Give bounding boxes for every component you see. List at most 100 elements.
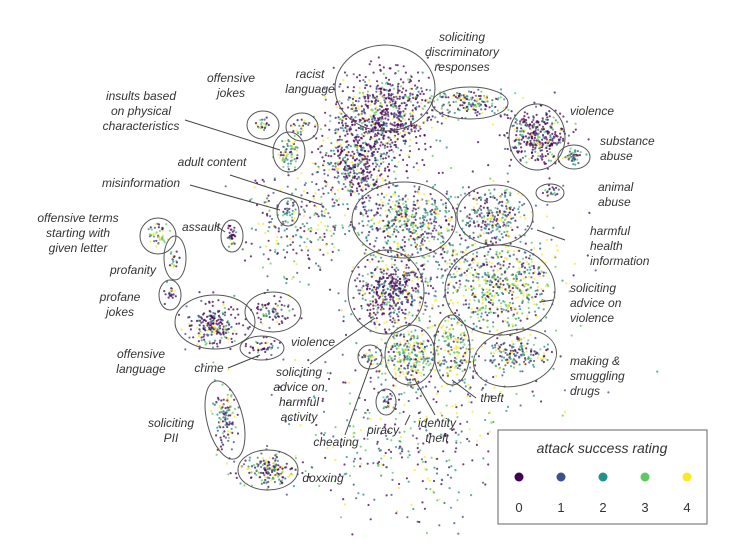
point: [280, 308, 283, 311]
point: [367, 100, 370, 103]
point: [440, 231, 443, 235]
point: [340, 308, 343, 312]
point: [439, 139, 442, 142]
point: [262, 347, 265, 350]
point: [509, 352, 512, 355]
point: [447, 352, 450, 355]
point: [576, 150, 579, 153]
point: [230, 448, 233, 451]
point: [478, 319, 481, 323]
point: [340, 112, 343, 115]
point: [485, 261, 488, 264]
point: [421, 225, 424, 228]
point: [314, 232, 318, 235]
point: [302, 214, 305, 217]
point: [432, 185, 435, 189]
point: [414, 204, 417, 207]
point: [360, 178, 363, 182]
point: [464, 299, 467, 302]
point: [354, 159, 357, 162]
point: [441, 374, 445, 377]
point: [364, 86, 367, 90]
point: [417, 369, 420, 372]
point: [525, 347, 528, 350]
point: [407, 118, 411, 121]
point: [492, 325, 495, 328]
point: [433, 218, 436, 221]
point: [426, 357, 429, 360]
point: [349, 128, 353, 131]
point: [398, 307, 401, 310]
point: [537, 273, 540, 276]
point: [364, 205, 367, 208]
point: [395, 235, 398, 238]
point: [394, 373, 397, 376]
point: [268, 209, 271, 212]
point: [551, 128, 554, 131]
point: [526, 314, 529, 317]
point: [157, 242, 160, 245]
point: [392, 307, 395, 310]
point: [404, 211, 407, 214]
point: [159, 238, 162, 241]
point: [351, 123, 354, 126]
point: [573, 262, 577, 265]
point: [414, 275, 417, 278]
point: [382, 230, 385, 233]
point: [516, 258, 519, 261]
point: [527, 297, 530, 300]
point: [400, 364, 403, 367]
point: [510, 158, 513, 161]
point: [237, 406, 240, 409]
point: [497, 202, 500, 205]
point: [505, 198, 509, 201]
point: [524, 121, 527, 124]
point: [528, 257, 531, 260]
point: [459, 96, 462, 99]
point: [392, 287, 396, 290]
point: [396, 284, 399, 287]
point: [208, 309, 211, 313]
point: [261, 118, 264, 121]
point: [362, 280, 365, 283]
point: [388, 67, 391, 70]
point: [266, 341, 269, 344]
point: [257, 222, 260, 225]
point: [266, 275, 269, 278]
point: [399, 288, 402, 291]
point: [460, 273, 463, 276]
point: [403, 216, 406, 219]
point: [429, 210, 432, 213]
point: [528, 157, 531, 160]
point: [303, 119, 306, 123]
point: [399, 225, 402, 228]
point: [339, 118, 342, 121]
point: [359, 145, 362, 148]
point: [500, 351, 503, 354]
point: [312, 197, 316, 200]
point: [408, 346, 411, 349]
point: [188, 322, 191, 325]
point: [453, 259, 456, 262]
point: [472, 322, 475, 325]
point: [429, 218, 432, 221]
point: [221, 406, 224, 409]
point: [357, 135, 360, 138]
point: [353, 307, 356, 311]
point: [484, 199, 487, 202]
point: [374, 313, 377, 316]
point: [434, 299, 437, 302]
point: [420, 240, 424, 243]
point: [260, 123, 263, 126]
point: [461, 219, 464, 222]
point: [393, 116, 396, 119]
point: [413, 344, 416, 347]
point: [491, 220, 494, 223]
point: [400, 253, 403, 256]
point: [453, 351, 456, 354]
point: [504, 245, 507, 248]
point: [420, 198, 423, 201]
point: [477, 316, 480, 319]
point: [414, 368, 417, 371]
point: [330, 149, 333, 152]
